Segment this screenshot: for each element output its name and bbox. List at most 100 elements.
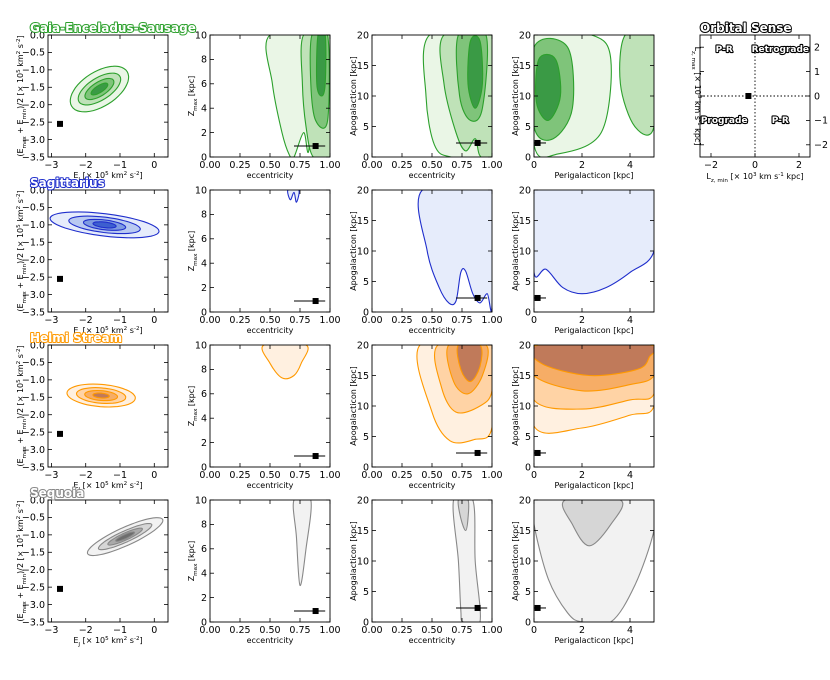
y-tick-label: 0: [363, 462, 369, 473]
y-tick-label: 2: [201, 593, 207, 604]
x-tick-label: 0.50: [421, 160, 442, 171]
y-tick-label: 0: [525, 307, 531, 318]
x-axis-label: eccentricity: [247, 481, 294, 490]
energy-contour-level-4: [90, 82, 109, 96]
y-tick-label: 20: [357, 495, 369, 506]
axes-0-apo_peri: 0 2 4 0 5 10 15 20 Perigalacticon [kpc] Apogalact…: [511, 30, 655, 180]
y-tick-label: 8: [201, 55, 207, 66]
x-tick-label: 0.75: [289, 160, 310, 171]
x-tick-label: 0: [531, 315, 537, 326]
x-axis-label: EJ [× 105 km2 s-2]: [73, 326, 142, 338]
y-tick-label: 6: [201, 234, 207, 245]
y-tick-label: 0: [525, 617, 531, 628]
panel-sagittarius-zmax: [287, 190, 326, 305]
x-tick-label: −1: [113, 625, 127, 636]
cluster-marker: [474, 294, 481, 301]
axes-3-energy: −3 −2 −1 0 −3.5 −3.0 −2.5 −2.0 −1.5 −1.0 −0.5 0.0 EJ…: [16, 495, 169, 648]
apo-ecc-contour-level-4: [456, 345, 483, 383]
quadrant-label-upper-right: Retrograde: [752, 45, 809, 55]
y-tick-label: 2: [814, 43, 820, 54]
y-tick-label: 15: [519, 526, 531, 537]
y-tick-label: −3.0: [22, 290, 45, 301]
y-tick-label: 15: [357, 216, 369, 227]
y-tick-label: 6: [201, 544, 207, 555]
x-axis-label: eccentricity: [409, 326, 456, 335]
axes-frame: [699, 34, 811, 158]
x-tick-label: 0: [531, 470, 537, 481]
apo-ecc-contour-level-4: [467, 35, 484, 109]
x-tick-label: 0.00: [361, 160, 382, 171]
axes-2-apo_ecc: 0.00 0.25 0.50 0.75 1.00 0 5 10 15 20 eccentricity…: [349, 340, 503, 490]
x-tick-label: 0.25: [391, 470, 412, 481]
cluster-marker: [57, 430, 63, 437]
y-tick-label: 10: [519, 401, 531, 412]
axes-frame: [371, 344, 493, 468]
x-tick-label: 2: [579, 625, 585, 636]
y-axis-label: Zmax [kpc]: [187, 386, 199, 427]
x-tick-label: −1: [113, 315, 127, 326]
cluster-marker: [312, 143, 319, 150]
y-tick-label: −1.5: [22, 238, 45, 249]
x-tick-label: 0.50: [259, 625, 280, 636]
y-axis-label: Apogalacticon [kpc]: [511, 56, 520, 136]
y-tick-label: 0: [201, 617, 207, 628]
orbital-sense-title: Orbital Sense: [700, 21, 792, 35]
y-tick-label: −2.0: [22, 255, 45, 266]
cluster-marker: [534, 294, 541, 301]
x-tick-label: 0.50: [421, 625, 442, 636]
y-tick-label: 6: [201, 389, 207, 400]
cluster-marker: [745, 93, 752, 99]
axes-frame: [47, 189, 169, 313]
x-tick-label: 0.00: [361, 315, 382, 326]
x-axis-label: eccentricity: [409, 171, 456, 180]
panel-sagittarius-apo_peri: [534, 190, 654, 301]
x-tick-label: 0.25: [229, 470, 250, 481]
y-tick-label: −2.5: [22, 117, 45, 128]
y-tick-label: 20: [519, 495, 531, 506]
x-tick-label: −3: [44, 470, 58, 481]
x-tick-label: 0.00: [199, 160, 220, 171]
y-tick-label: −1.5: [22, 548, 45, 559]
x-tick-label: 0: [752, 160, 758, 171]
y-tick-label: 0: [201, 152, 207, 163]
y-tick-label: −2.0: [22, 100, 45, 111]
y-tick-label: −1.5: [22, 393, 45, 404]
y-tick-label: 20: [357, 30, 369, 41]
apo-ecc-contour-level-1: [417, 190, 492, 312]
x-tick-label: 0.75: [451, 470, 472, 481]
panel-sequoia-energy: [57, 517, 164, 592]
y-axis-label: Apogalacticon [kpc]: [511, 521, 520, 601]
x-tick-label: 0.00: [361, 625, 382, 636]
y-tick-label: 20: [519, 30, 531, 41]
y-axis-label: Apogalacticon [kpc]: [349, 211, 358, 291]
y-tick-label: −1.0: [22, 530, 45, 541]
y-tick-label: −2: [814, 140, 828, 151]
x-axis-label: Perigalacticon [kpc]: [554, 326, 633, 335]
axes-frame: [47, 344, 169, 468]
y-tick-label: 1: [814, 67, 820, 78]
y-axis-label: (Emax + Emin)/2 [× 105 km2 s-2]: [16, 500, 28, 621]
y-tick-label: 10: [357, 91, 369, 102]
x-tick-label: 0.75: [289, 625, 310, 636]
x-tick-label: 4: [627, 470, 633, 481]
axes-frame: [209, 499, 331, 623]
axes-frame: [533, 189, 655, 313]
cluster-marker: [534, 604, 541, 611]
x-tick-label: 1.00: [481, 625, 502, 636]
axes-2-energy: −3 −2 −1 0 −3.5 −3.0 −2.5 −2.0 −1.5 −1.0 −0.5 0.0 EJ…: [16, 340, 169, 493]
y-tick-label: −2.0: [22, 410, 45, 421]
y-tick-label: 0: [363, 617, 369, 628]
x-tick-label: 0.25: [391, 160, 412, 171]
axes-2-apo_peri: 0 2 4 0 5 10 15 20 Perigalacticon [kpc] Apogalact…: [511, 340, 655, 490]
panel-sequoia-apo_ecc: [452, 500, 488, 622]
y-tick-label: 5: [363, 432, 369, 443]
y-axis-label: Zmax [kpc]: [187, 541, 199, 582]
apo-peri-contour-level-4: [534, 345, 654, 377]
apo-peri-contour-level-4: [535, 53, 562, 121]
axes-2-zmax: 0.00 0.25 0.50 0.75 1.00 0 2 4 6 8 10 eccentricity Z…: [187, 340, 341, 490]
y-tick-label: 10: [357, 246, 369, 257]
axes-frame: [209, 189, 331, 313]
y-axis-label: Apogalacticon [kpc]: [349, 521, 358, 601]
x-tick-label: 1.00: [481, 470, 502, 481]
